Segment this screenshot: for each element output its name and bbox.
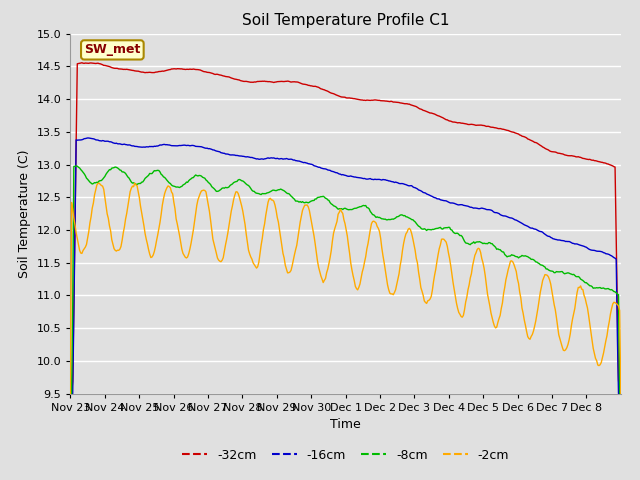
- X-axis label: Time: Time: [330, 418, 361, 431]
- Y-axis label: Soil Temperature (C): Soil Temperature (C): [18, 149, 31, 278]
- Title: Soil Temperature Profile C1: Soil Temperature Profile C1: [242, 13, 449, 28]
- Legend: -32cm, -16cm, -8cm, -2cm: -32cm, -16cm, -8cm, -2cm: [177, 444, 514, 467]
- Text: SW_met: SW_met: [84, 43, 141, 56]
